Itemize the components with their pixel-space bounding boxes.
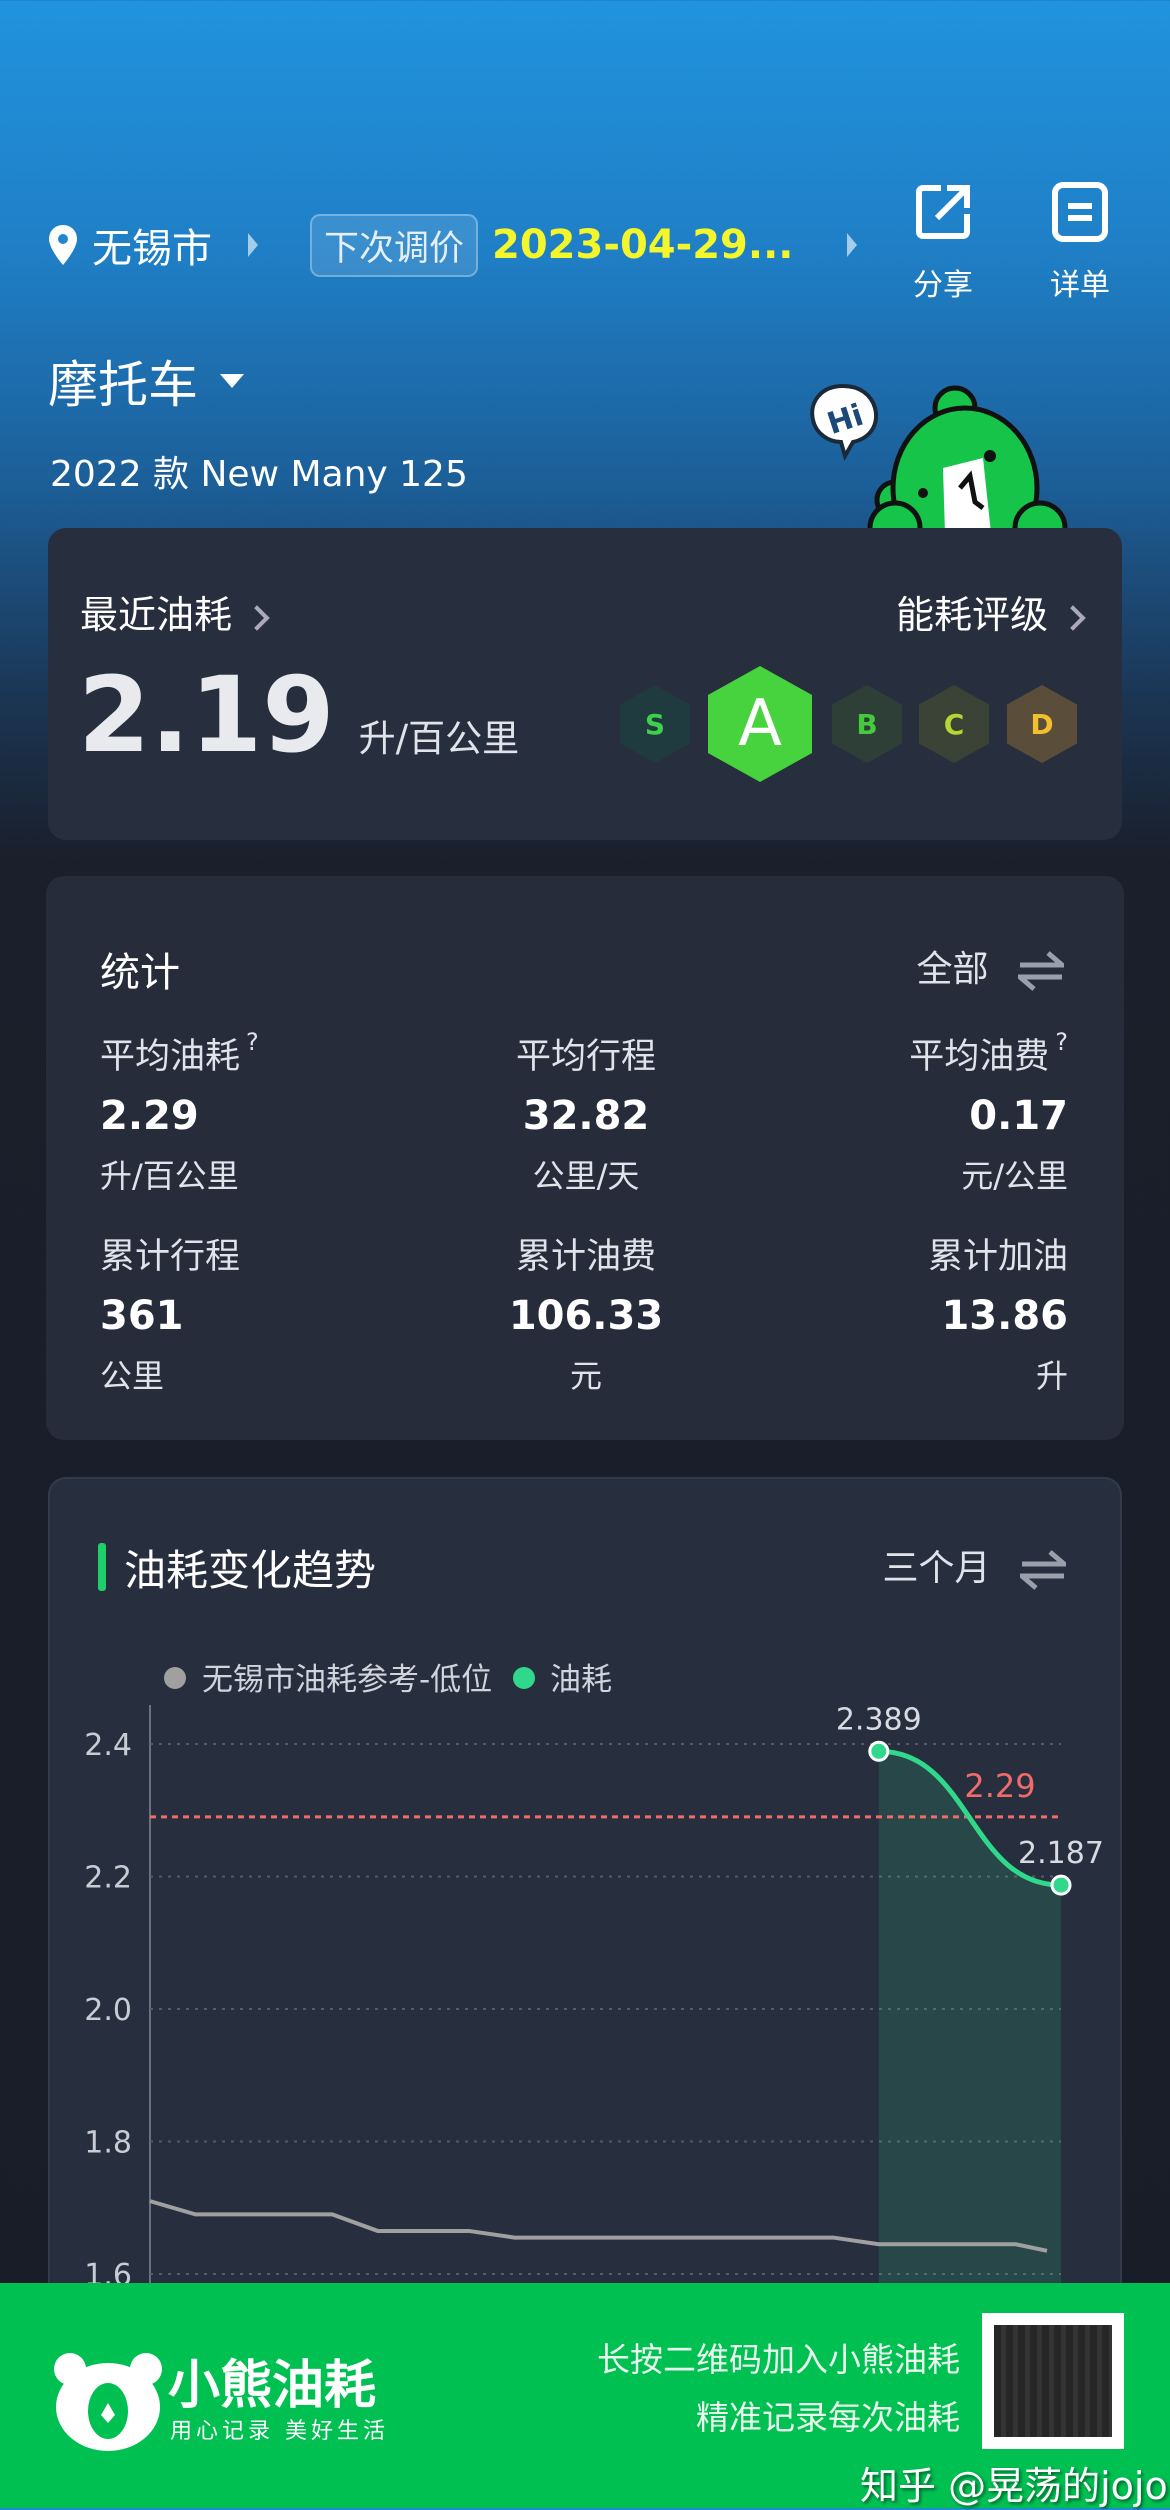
stat-item: 累计行程 361 公里 — [100, 1228, 420, 1397]
stat-item: 累计加油 13.86 升 — [748, 1228, 1068, 1397]
stat-label: 累计油费 — [515, 1237, 656, 1277]
detail-label: 详单 — [1050, 268, 1110, 303]
stat-unit: 升 — [1035, 1357, 1068, 1395]
stat-unit: 公里/天 — [532, 1157, 640, 1195]
stat-unit: 元 — [569, 1357, 602, 1395]
average-label: 2.29 — [964, 1767, 1035, 1805]
qr-pattern-icon — [994, 2325, 1112, 2437]
location-pin-icon — [49, 225, 77, 265]
caret-down-icon — [220, 374, 244, 388]
recent-consumption-link[interactable]: 最近油耗 — [80, 584, 270, 639]
help-icon[interactable]: ? — [1055, 1028, 1068, 1056]
banner-line-2: 精准记录每次油耗 — [696, 2398, 960, 2437]
y-tick-label: 2.2 — [84, 1861, 132, 1896]
share-icon — [916, 185, 970, 239]
data-point — [868, 1740, 890, 1762]
vehicle-model: 2022 款 New Many 125 — [50, 454, 468, 495]
grade-b: B — [832, 685, 902, 763]
vehicle-type-selector[interactable]: 摩托车 — [48, 345, 244, 417]
reference-line — [149, 2199, 1048, 2253]
stat-label: 平均油费? — [909, 1028, 1068, 1077]
stat-label: 平均油耗? — [100, 1028, 259, 1077]
next-adjust-date: 2023-04-29... — [492, 222, 794, 268]
list-icon — [1052, 182, 1108, 242]
bear-logo-icon — [54, 2353, 162, 2451]
stat-value: 32.82 — [522, 1093, 650, 1139]
y-tick-label: 1.6 — [84, 2258, 132, 2283]
stats-card: 统计 全部 平均油耗? 2.29 升/百公里 平均行程 32.82 公里/天 平均油… — [46, 876, 1124, 1440]
help-icon[interactable]: ? — [246, 1028, 259, 1056]
grade-c: C — [919, 685, 989, 763]
stat-item: 累计油费 106.33 元 — [426, 1228, 746, 1397]
share-button[interactable]: 分享 — [898, 182, 988, 304]
energy-rating-link[interactable]: 能耗评级 — [895, 584, 1086, 639]
stat-value: 13.86 — [941, 1293, 1068, 1339]
stat-unit: 公里 — [100, 1357, 165, 1395]
city-name: 无锡市 — [92, 226, 212, 272]
recent-title: 最近油耗 — [80, 593, 233, 637]
legend-label-reference: 无锡市油耗参考-低位 — [202, 1662, 492, 1698]
trend-range-label: 三个月 — [882, 1548, 991, 1589]
stat-value: 0.17 — [969, 1093, 1068, 1139]
recent-value-row: 2.19 升/百公里 — [78, 654, 519, 776]
stats-title: 统计 — [100, 950, 180, 996]
recent-value: 2.19 — [78, 654, 335, 776]
y-tick-label: 2.4 — [84, 1728, 132, 1763]
brand-tagline: 用心记录 美好生活 — [170, 2419, 389, 2444]
watermark: 知乎 @晃荡的jojo — [860, 2464, 1168, 2508]
y-tick-label: 2.0 — [84, 1993, 132, 2028]
trend-chart: 无锡市油耗参考-低位 油耗 2.4 2.2 2.0 1.8 1.6 2.29 2.389 2.18… — [84, 1662, 1104, 2283]
stat-label: 平均行程 — [515, 1037, 656, 1077]
data-point — [1050, 1874, 1072, 1896]
bear-mascot-icon: Hi — [810, 383, 1068, 533]
trend-range-filter[interactable]: 三个月 — [883, 1539, 1066, 1591]
legend-label-consumption: 油耗 — [550, 1662, 612, 1698]
chevron-right-icon — [248, 233, 258, 257]
grade-s: S — [620, 685, 690, 763]
stat-item[interactable]: 平均油耗? 2.29 升/百公里 — [100, 1028, 420, 1197]
next-adjust-badge: 下次调价 — [310, 213, 479, 277]
data-label: 2.187 — [1018, 1836, 1104, 1871]
city-selector[interactable]: 无锡市 — [48, 216, 258, 274]
detail-button[interactable]: 详单 — [1035, 182, 1125, 304]
stat-item: 平均行程 32.82 公里/天 — [426, 1028, 746, 1197]
vehicle-type: 摩托车 — [48, 356, 198, 414]
stats-filter[interactable]: 全部 — [917, 940, 1064, 992]
promo-banner: 小熊油耗 用心记录 美好生活 长按二维码加入小熊油耗 精准记录每次油耗 知乎 @… — [0, 2283, 1170, 2508]
y-tick-label: 1.8 — [84, 2126, 132, 2161]
stat-value: 106.33 — [508, 1293, 664, 1339]
recent-consumption-card: 最近油耗 能耗评级 2.19 升/百公里 S A B C D — [48, 528, 1122, 840]
qr-code[interactable] — [982, 2313, 1124, 2449]
brand-name: 小熊油耗 — [168, 2356, 377, 2416]
rating-title: 能耗评级 — [895, 593, 1048, 637]
stat-value: 361 — [100, 1293, 184, 1339]
stat-label: 累计行程 — [100, 1237, 241, 1277]
stat-item[interactable]: 平均油费? 0.17 元/公里 — [748, 1028, 1068, 1197]
stat-unit: 升/百公里 — [100, 1157, 239, 1195]
consumption-line — [878, 1748, 1062, 1888]
trend-title: 油耗变化趋势 — [124, 1546, 377, 1595]
title-accent-bar — [98, 1543, 106, 1591]
trend-card: 油耗变化趋势 三个月 — [48, 1477, 1122, 2377]
stats-filter-label: 全部 — [916, 949, 989, 990]
banner-line-1: 长按二维码加入小熊油耗 — [597, 2340, 960, 2379]
legend-dot-reference — [164, 1667, 186, 1689]
recent-unit: 升/百公里 — [358, 717, 520, 760]
data-label: 2.389 — [836, 1702, 922, 1737]
stat-unit: 元/公里 — [961, 1157, 1068, 1195]
stat-label: 累计加油 — [927, 1237, 1068, 1277]
swap-icon — [1020, 1550, 1066, 1590]
consumption-area — [878, 1751, 1061, 2283]
legend-dot-consumption — [513, 1667, 535, 1689]
stat-value: 2.29 — [100, 1093, 199, 1139]
share-label: 分享 — [913, 268, 973, 303]
top-bar: 无锡市 下次调价 2023-04-29... — [48, 210, 858, 280]
price-adjust-link[interactable]: 下次调价 2023-04-29... — [310, 213, 858, 277]
chevron-right-icon — [847, 233, 858, 257]
swap-icon — [1018, 951, 1064, 991]
